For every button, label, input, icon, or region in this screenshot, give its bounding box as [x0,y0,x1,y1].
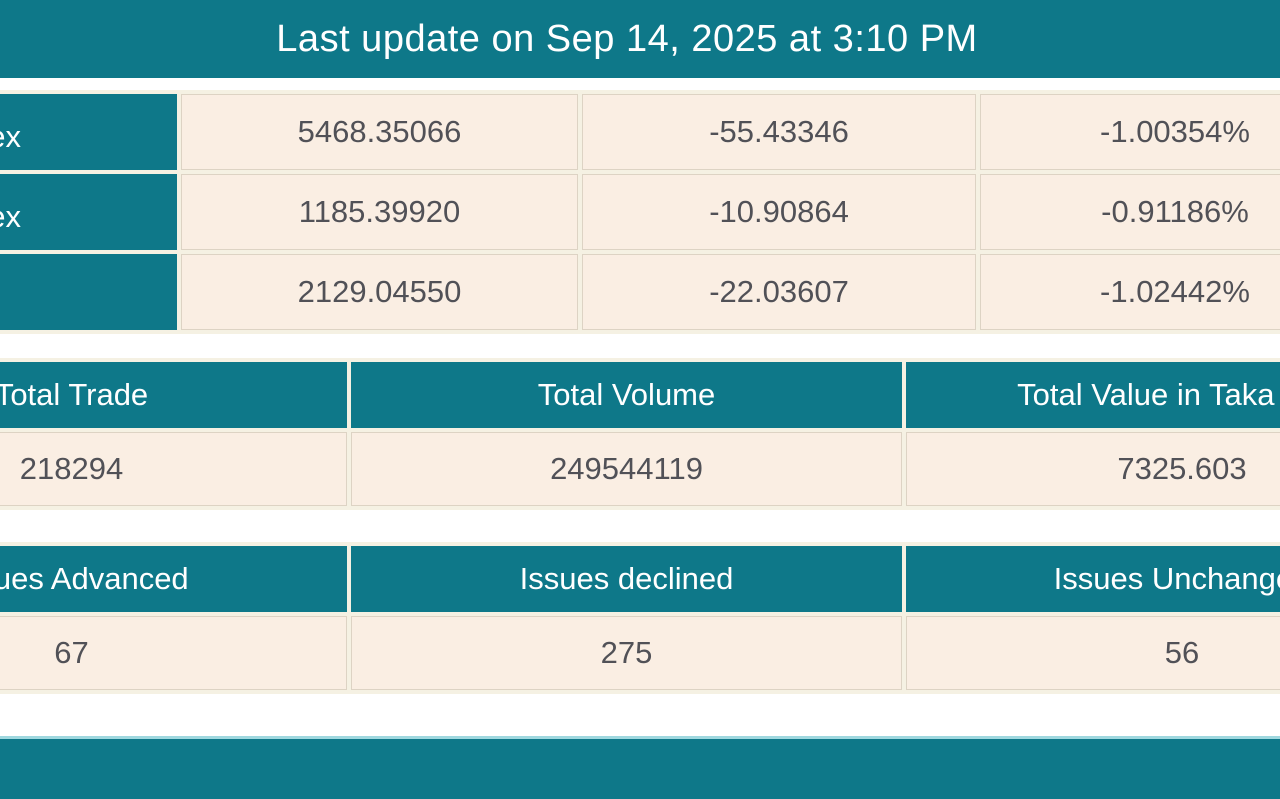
index-name-label: DSES Index [0,199,21,234]
total-trade-header: Total Trade [0,362,347,428]
index-change: -55.43346 [582,94,976,170]
total-volume-value: 249544119 [351,432,902,506]
last-update-banner: Last update on Sep 14, 2025 at 3:10 PM [0,0,1280,78]
index-name-cell: DSEX Index [0,94,177,170]
totals-table: Total Trade Total Volume Total Value in … [0,358,1280,510]
index-name-label: DSEX Index [0,119,21,154]
totals-value-row: 218294 249544119 7325.603 [0,432,1280,506]
index-row-dses: DSES Index 1185.39920 -10.90864 -0.91186… [0,174,1280,250]
index-name-cell: DSES Index [0,174,177,250]
index-row-ds30: DS30 Index 2129.04550 -22.03607 -1.02442… [0,254,1280,330]
index-percent-change: -1.00354% [980,94,1280,170]
issues-advanced-value: 67 [0,616,347,690]
last-update-text: Last update on Sep 14, 2025 at 3:10 PM [276,17,978,60]
totals-header-row: Total Trade Total Volume Total Value in … [0,362,1280,428]
index-change: -10.90864 [582,174,976,250]
index-value: 1185.39920 [181,174,578,250]
index-name-cell: DS30 Index [0,254,177,330]
total-value-value: 7325.603 [906,432,1280,506]
index-row-dsex: DSEX Index 5468.35066 -55.43346 -1.00354… [0,94,1280,170]
issues-unchanged-value: 56 [906,616,1280,690]
issues-advanced-header: Issues Advanced [0,546,347,612]
index-percent-change: -1.02442% [980,254,1280,330]
total-value-header: Total Value in Taka (mn) [906,362,1280,428]
indices-table: DSEX Index 5468.35066 -55.43346 -1.00354… [0,90,1280,334]
issues-header-row: Issues Advanced Issues declined Issues U… [0,546,1280,612]
total-trade-value: 218294 [0,432,347,506]
issues-unchanged-header: Issues Unchanged [906,546,1280,612]
index-value: 2129.04550 [181,254,578,330]
issues-table: Issues Advanced Issues declined Issues U… [0,542,1280,694]
total-volume-header: Total Volume [351,362,902,428]
index-change: -22.03607 [582,254,976,330]
next-section-bar [0,736,1280,799]
issues-declined-value: 275 [351,616,902,690]
index-value: 5468.35066 [181,94,578,170]
index-percent-change: -0.91186% [980,174,1280,250]
issues-value-row: 67 275 56 [0,616,1280,690]
issues-declined-header: Issues declined [351,546,902,612]
